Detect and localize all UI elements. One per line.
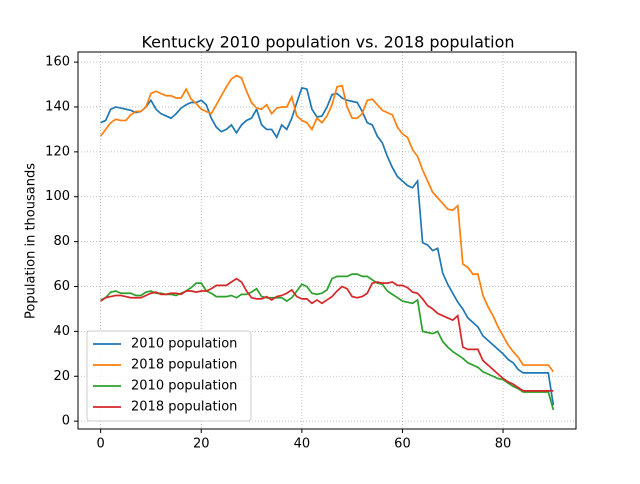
y-tick-label: 160: [45, 55, 70, 70]
y-tick-label: 20: [53, 369, 70, 384]
y-tick-label: 0: [62, 414, 70, 429]
x-tick-label: 80: [495, 437, 512, 452]
x-tick-label: 0: [96, 437, 104, 452]
legend-label: 2010 population: [131, 379, 237, 394]
legend-label: 2018 population: [131, 358, 237, 373]
y-tick-label: 100: [45, 189, 70, 204]
data-line: [99, 74, 555, 373]
y-tick-label: 60: [53, 279, 70, 294]
x-tick-label: 60: [394, 437, 411, 452]
y-tick-label: 80: [53, 234, 70, 249]
plot-frame: [77, 51, 577, 430]
y-axis-label: Population in thousands: [24, 163, 39, 319]
data-line: [100, 277, 554, 392]
chart-title: Kentucky 2010 population vs. 2018 popula…: [141, 33, 514, 52]
legend-label: 2010 population: [131, 337, 237, 352]
x-tick-label: 20: [193, 437, 210, 452]
x-tick-label: 40: [294, 437, 311, 452]
y-tick-label: 140: [45, 99, 70, 114]
data-line: [100, 273, 555, 411]
data-line: [100, 86, 555, 406]
legend-box: [86, 330, 252, 422]
legend-label: 2018 population: [131, 400, 237, 415]
y-tick-label: 40: [53, 324, 70, 339]
y-tick-label: 120: [45, 144, 70, 159]
